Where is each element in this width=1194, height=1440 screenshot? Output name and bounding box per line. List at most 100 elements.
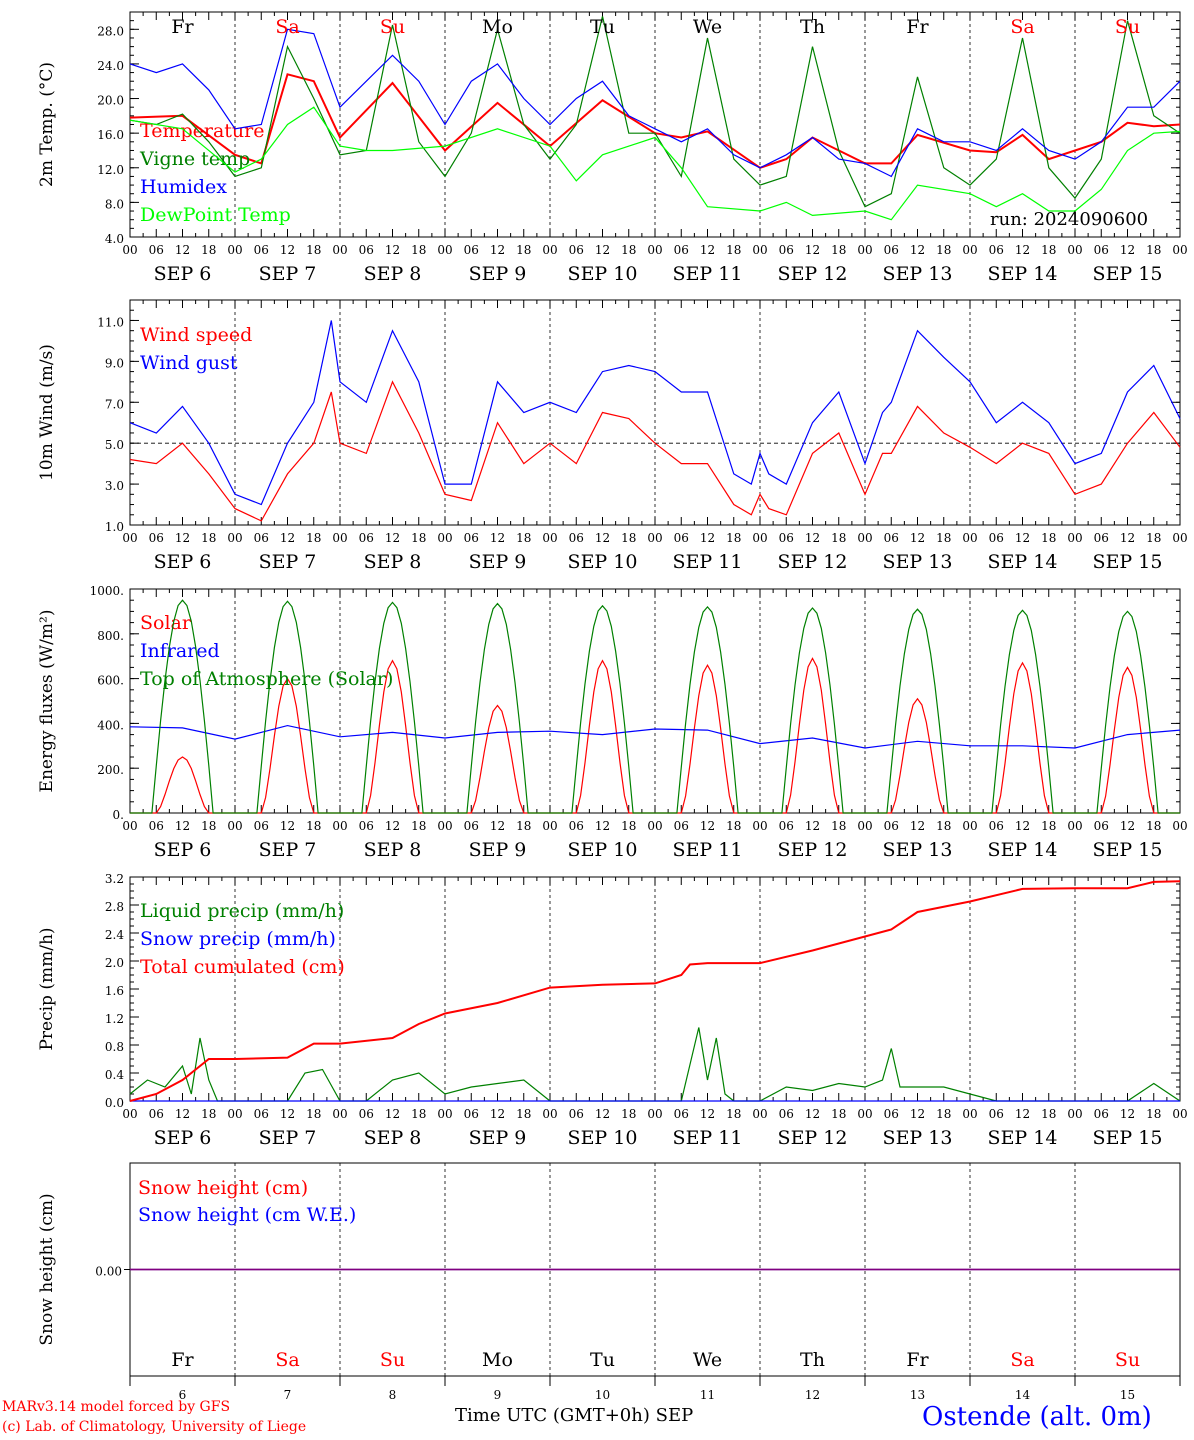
series-line-dewpoint-temp [129,106,1181,221]
hour-label: 00 [962,531,977,545]
hour-label: 06 [1094,531,1109,545]
time-axis-text: Time UTC (GMT+0h) [455,1405,650,1426]
hour-label: 12 [280,819,295,833]
hour-label: 00 [227,819,242,833]
hour-label: 06 [674,1107,689,1121]
hour-label: 12 [280,1107,295,1121]
legend-snow-precip-mm-h-: Snow precip (mm/h) [140,928,336,950]
y-axis-title: 2m Temp. (°C) [37,62,57,187]
hour-label: 06 [359,1107,374,1121]
hour-label: 00 [1172,531,1187,545]
hour-label: 12 [1120,819,1135,833]
legend-solar: Solar [140,612,192,634]
y-axis-title: 10m Wind (m/s) [37,344,57,481]
hour-label: 12 [910,819,925,833]
date-label: SEP 6 [154,839,212,861]
station-label: Ostende (alt. 0m) [922,1402,1152,1432]
hour-label: 06 [674,819,689,833]
hour-label: 18 [516,243,531,257]
hour-label: 18 [1146,1107,1161,1121]
legend-humidex: Humidex [140,176,227,198]
y-tick-label: 7.0 [105,397,124,411]
date-label: SEP 11 [673,1127,743,1149]
hour-label: 06 [254,1107,269,1121]
hour-label: 12 [1015,819,1030,833]
hour-label: 06 [359,243,374,257]
hour-label: 06 [569,1107,584,1121]
date-label: SEP 9 [469,551,527,573]
hour-label: 06 [359,531,374,545]
hour-label: 00 [332,531,347,545]
date-label: SEP 11 [673,551,743,573]
date-label: SEP 10 [568,551,638,573]
date-label: SEP 7 [259,1127,317,1149]
y-tick-label: 600. [97,674,124,688]
day-number: 12 [805,1388,820,1402]
day-name: Th [800,16,825,38]
hour-label: 18 [411,243,426,257]
hour-label: 18 [726,819,741,833]
hour-label: 12 [805,531,820,545]
hour-label: 12 [175,531,190,545]
hour-label: 18 [411,531,426,545]
hour-label: 06 [254,531,269,545]
date-label: SEP 10 [568,263,638,285]
hour-label: 18 [831,1107,846,1121]
hour-label: 12 [490,531,505,545]
hour-label: 06 [254,819,269,833]
series-line-top-of-atmosphere-solar- [130,599,1180,814]
y-tick-label: 2.0 [105,956,124,970]
hour-label: 18 [726,1107,741,1121]
hour-label: 18 [621,531,636,545]
hour-label: 12 [175,243,190,257]
hour-label: 00 [647,243,662,257]
date-label: SEP 8 [364,551,422,573]
legend-top-of-atmosphere-solar-: Top of Atmosphere (Solar) [140,668,393,690]
hour-label: 06 [254,243,269,257]
date-label: SEP 13 [883,263,953,285]
y-tick-label: 11.0 [97,315,124,329]
legend-snow-height-cm-: Snow height (cm) [138,1177,308,1199]
y-tick-label: 1.0 [105,520,124,534]
day-number: 6 [179,1388,187,1402]
hour-label: 00 [542,531,557,545]
day-name: Mo [482,1349,513,1371]
hour-label: 18 [726,243,741,257]
hour-label: 00 [962,1107,977,1121]
day-number: 8 [389,1388,397,1402]
day-name: Fr [906,16,929,38]
hour-label: 00 [437,243,452,257]
day-number: 9 [494,1388,502,1402]
hour-label: 00 [332,819,347,833]
hour-label: 12 [1120,243,1135,257]
y-tick-label: 800. [97,629,124,643]
y-tick-label: 2.8 [105,900,124,914]
hour-label: 00 [1172,819,1187,833]
date-label: SEP 15 [1093,1127,1163,1149]
hour-label: 12 [175,1107,190,1121]
hour-label: 00 [542,243,557,257]
date-label: SEP 14 [988,839,1058,861]
day-name: Fr [171,16,194,38]
hour-label: 00 [227,1107,242,1121]
hour-label: 06 [464,531,479,545]
date-label: SEP 12 [778,551,848,573]
date-label: SEP 8 [364,263,422,285]
hour-label: 00 [122,243,137,257]
day-name: Sa [1010,16,1034,38]
hour-label: 12 [910,531,925,545]
hour-label: 06 [779,1107,794,1121]
hour-label: 06 [149,819,164,833]
hour-label: 18 [411,1107,426,1121]
y-tick-label: 0.4 [105,1068,124,1082]
y-tick-label: 2.4 [105,928,124,942]
day-name: Fr [171,1349,194,1371]
legend-dewpoint-temp: DewPoint Temp [140,204,291,226]
hour-label: 00 [857,819,872,833]
series-line-wind-speed [129,380,1181,522]
hour-label: 18 [306,819,321,833]
date-label: SEP 15 [1093,551,1163,573]
run-label: run: 2024090600 [990,209,1149,230]
hour-label: 06 [464,243,479,257]
